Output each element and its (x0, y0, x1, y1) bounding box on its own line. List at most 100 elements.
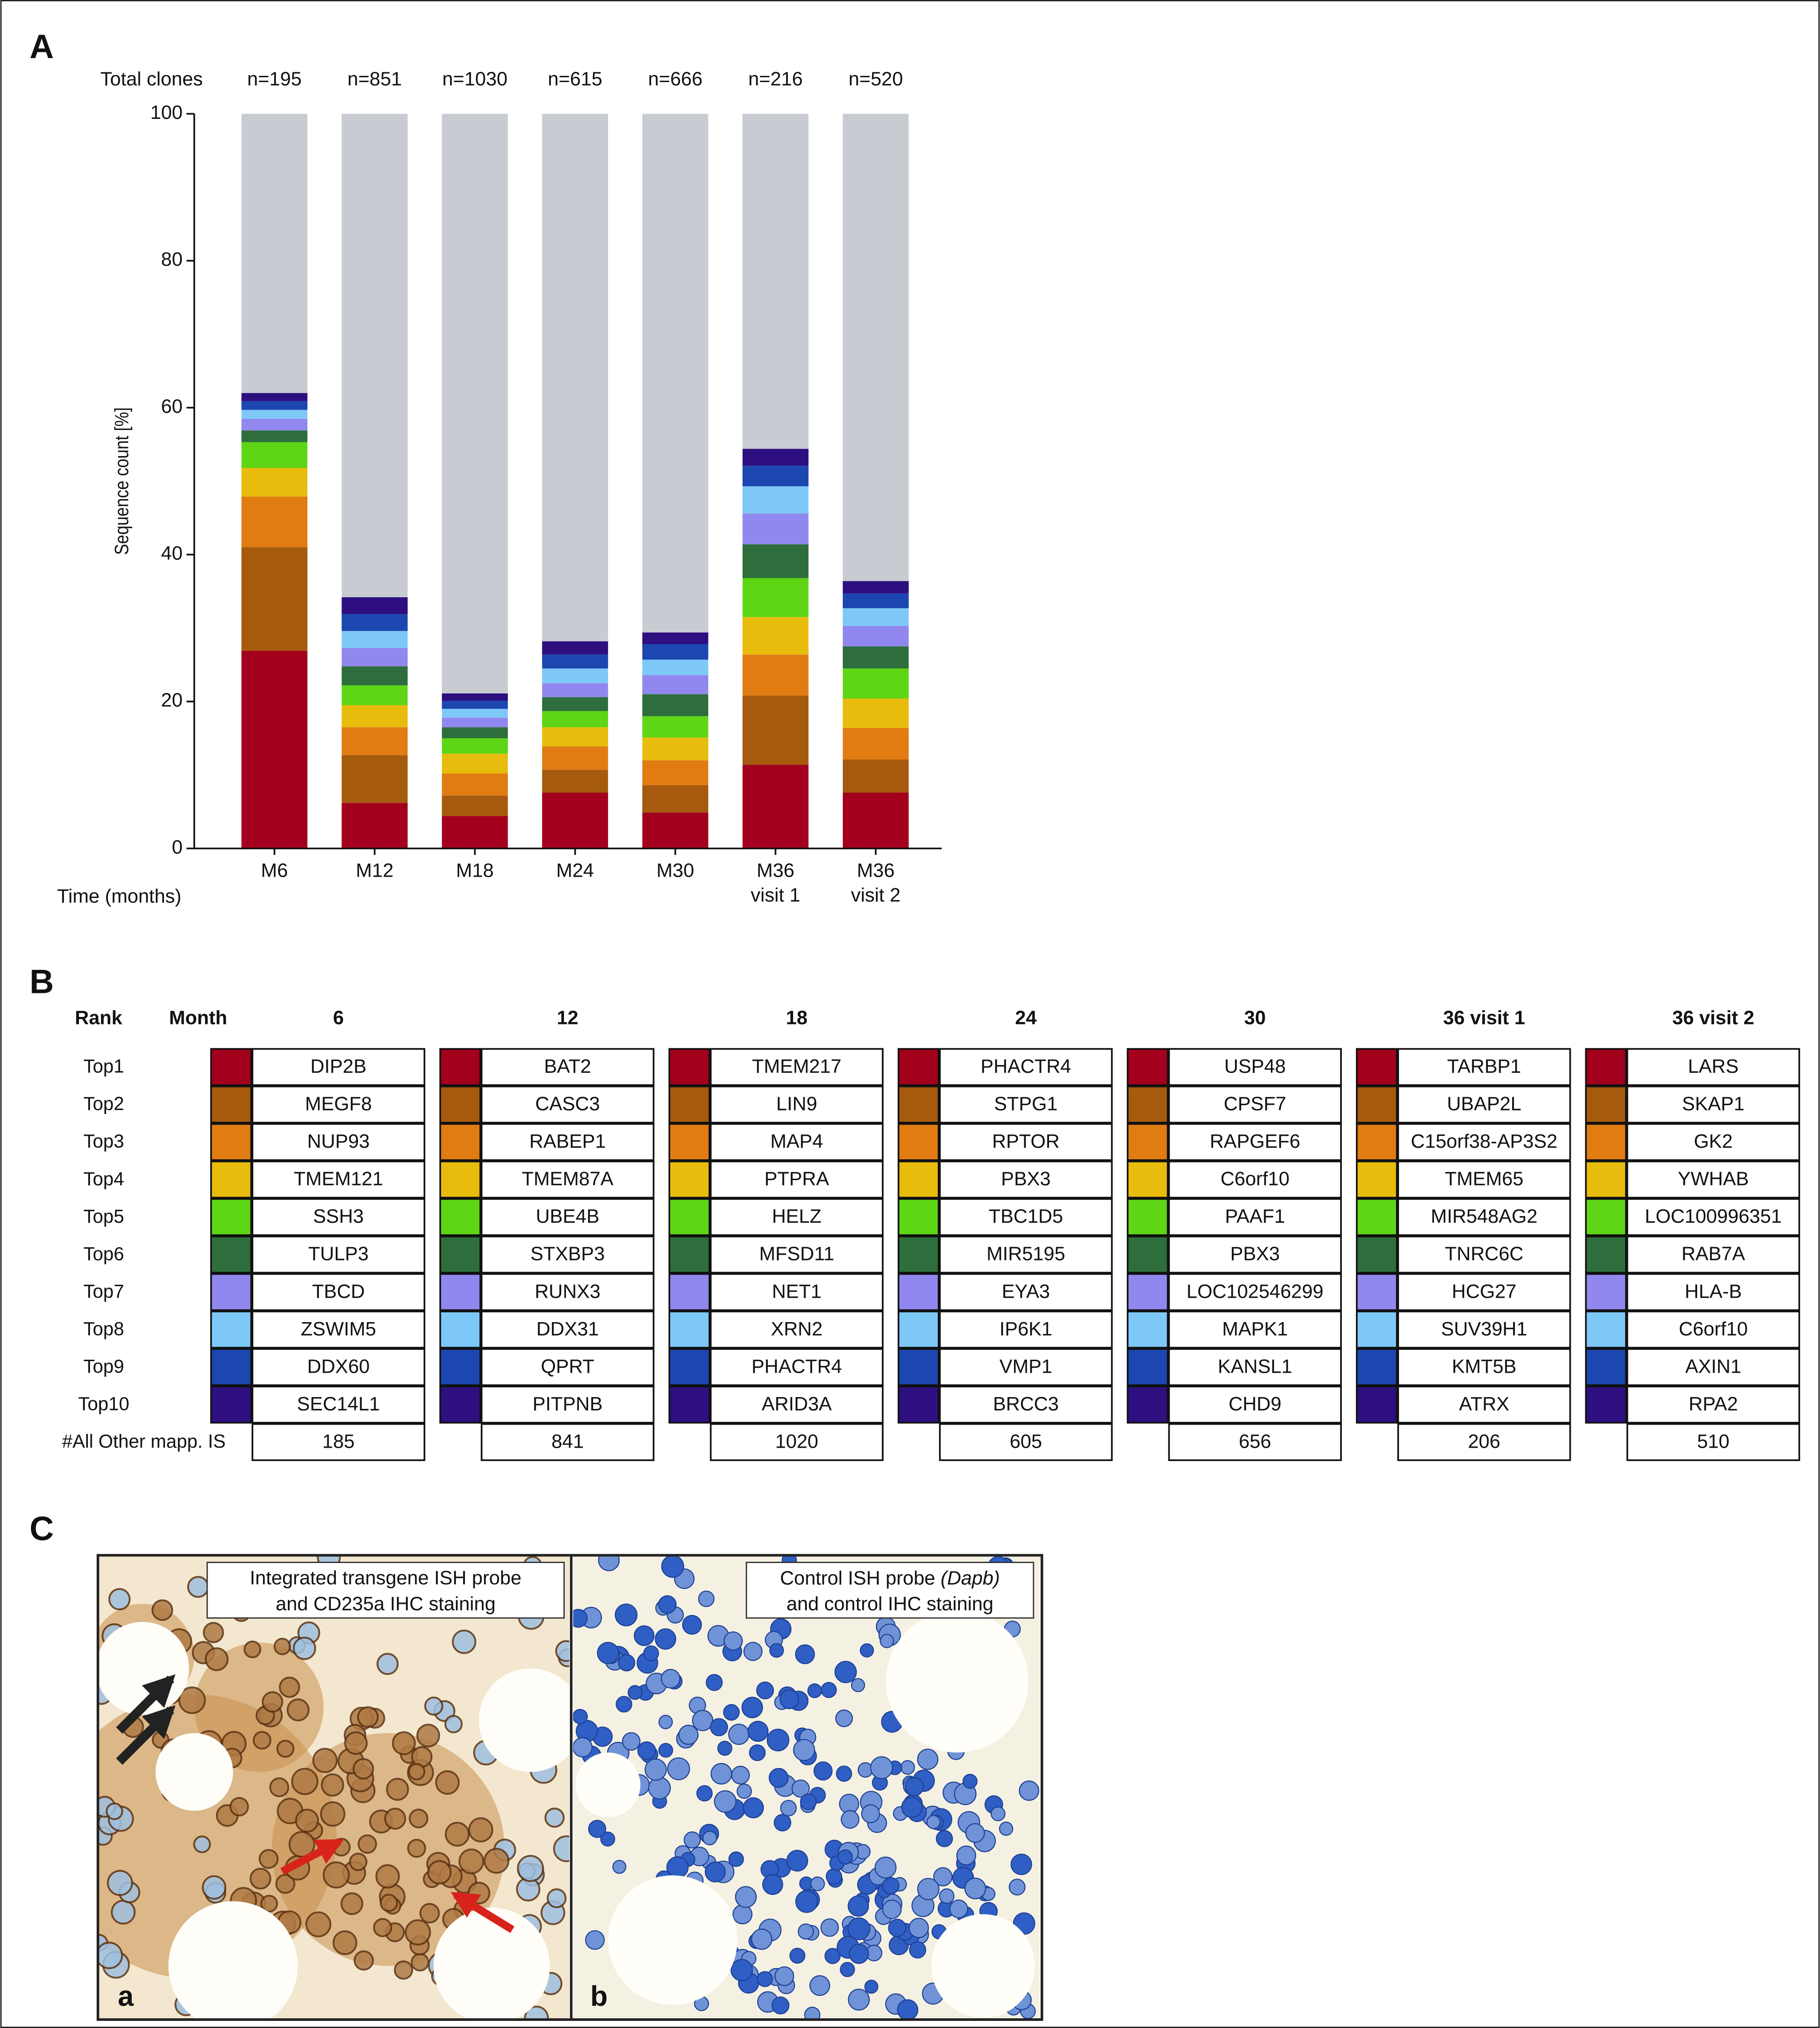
cell (244, 1640, 261, 1658)
bar-segment (642, 812, 708, 849)
color-swatch (210, 1160, 252, 1199)
x-tick-label-box: M36 visit 1 (751, 860, 800, 907)
x-tick-label-box: M6 (261, 860, 288, 882)
caption-b-part: Control ISH probe (780, 1567, 935, 1589)
bar-segment (842, 646, 909, 669)
bar-segment (742, 114, 809, 449)
cell (598, 1555, 620, 1571)
total-clones: n=195 (247, 68, 302, 90)
cell (458, 1848, 484, 1874)
gene-cell (939, 1048, 1113, 1086)
color-swatch (1585, 1386, 1627, 1424)
cell (468, 1817, 494, 1843)
bar-segment (642, 114, 708, 633)
cell (735, 1886, 757, 1908)
gene-cell (1626, 1348, 1800, 1386)
color-swatch (668, 1198, 711, 1236)
gene-cell (710, 1160, 884, 1199)
color-swatch (1127, 1273, 1169, 1311)
color-swatch (1356, 1348, 1398, 1386)
gene-cell (939, 1311, 1113, 1349)
gene-cell (480, 1123, 655, 1161)
cell (293, 1637, 316, 1660)
cell (848, 1895, 869, 1917)
cell (655, 1628, 676, 1650)
gene-name: MIR5195 (987, 1243, 1065, 1265)
color-swatch (1356, 1386, 1398, 1424)
gene-cell (1397, 1348, 1571, 1386)
bar-segment (642, 644, 708, 660)
cell (305, 1911, 331, 1937)
color-swatch (1356, 1123, 1398, 1161)
gene-cell (252, 1123, 425, 1161)
total-clones: n=1030 (442, 68, 507, 90)
cell (627, 1685, 643, 1700)
gene-name: NET1 (772, 1280, 822, 1302)
cell (405, 1919, 431, 1945)
cell (392, 1731, 416, 1755)
color-swatch (1585, 1311, 1627, 1349)
color-swatch (439, 1273, 481, 1311)
gene-name: TMEM121 (294, 1168, 383, 1190)
cell (660, 1669, 680, 1689)
gene-name: CPSF7 (1224, 1093, 1286, 1115)
color-swatch (897, 1160, 939, 1199)
cell (851, 1678, 865, 1693)
rank-header: Rank (75, 1007, 123, 1029)
image-frame (96, 1554, 1043, 2021)
color-swatch (210, 1311, 252, 1349)
gene-cell (710, 1048, 884, 1086)
cell (904, 1777, 924, 1796)
gene-cell (252, 1386, 425, 1424)
gene-name: CHD9 (1229, 1393, 1281, 1415)
cell (585, 1930, 605, 1950)
cell (291, 1768, 318, 1795)
cell (834, 1661, 857, 1683)
cell (427, 1860, 452, 1885)
other-count: 510 (1697, 1430, 1730, 1452)
bar-segment (342, 648, 408, 666)
gene-cell (1397, 1236, 1571, 1274)
rank-label: Top6 (83, 1243, 124, 1264)
cell (751, 1928, 773, 1950)
total-clones: n=851 (347, 68, 402, 90)
gene-cell (1168, 1085, 1342, 1124)
bar-segment (342, 114, 408, 598)
color-swatch (1356, 1198, 1398, 1236)
color-swatch (1585, 1160, 1627, 1199)
gene-name: HCG27 (1452, 1280, 1517, 1302)
cell (622, 1732, 641, 1751)
gene-cell (1397, 1123, 1571, 1161)
gene-name: HLA-B (1685, 1280, 1742, 1302)
bar-segment (642, 632, 708, 645)
rank-label: Top10 (78, 1394, 129, 1414)
cell (747, 1721, 769, 1742)
color-swatch (668, 1273, 711, 1311)
gene-cell (1397, 1085, 1571, 1124)
bar-segment (842, 728, 909, 760)
month-label: 36 visit 2 (1672, 1007, 1754, 1029)
cell (728, 1851, 744, 1867)
gene-name: TBC1D5 (989, 1205, 1063, 1227)
month-label: 12 (557, 1007, 578, 1029)
cell (203, 1622, 224, 1643)
gene-name: AXIN1 (1685, 1355, 1741, 1377)
gene-cell (1626, 1085, 1800, 1124)
bar-segment (342, 666, 408, 685)
cell (964, 1878, 987, 1899)
gene-name: NUP93 (307, 1130, 370, 1152)
bar-segment (642, 694, 708, 717)
gene-name: IP6K1 (999, 1318, 1052, 1340)
x-tick-label: M30 (656, 860, 694, 882)
bar-segment (742, 465, 809, 487)
gene-cell (480, 1348, 655, 1386)
gene-name: MAPK1 (1222, 1318, 1288, 1340)
cell (600, 1831, 615, 1847)
gene-name: KANSL1 (1218, 1355, 1292, 1377)
hole (479, 1668, 570, 1772)
gene-cell (1397, 1198, 1571, 1236)
color-swatch (210, 1085, 252, 1124)
other-cell (1168, 1423, 1342, 1461)
gene-name: RABEP1 (529, 1130, 606, 1152)
